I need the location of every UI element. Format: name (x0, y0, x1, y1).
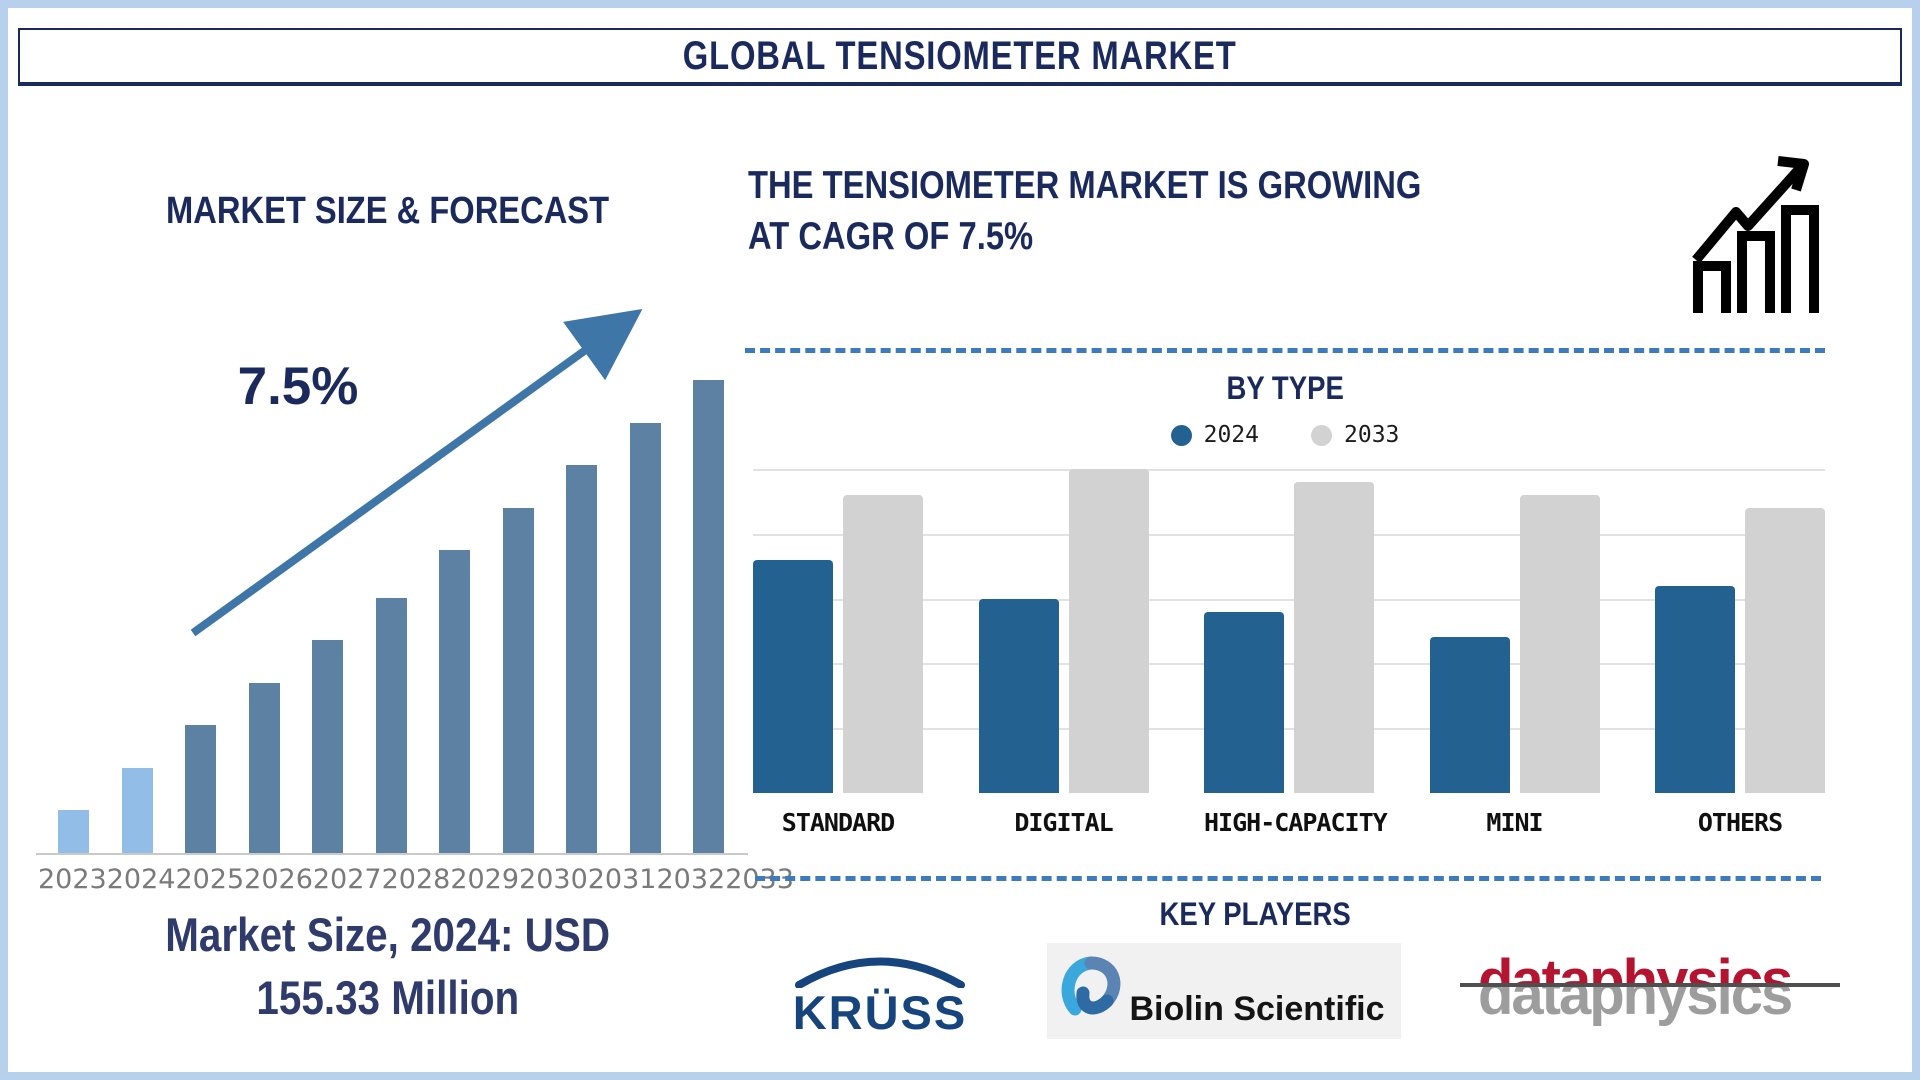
by-type-group-high-capacity (1204, 469, 1374, 793)
by-type-group-digital (978, 469, 1149, 793)
legend-dot-2024 (1170, 424, 1192, 446)
by-type-bar-2024-standard (753, 559, 833, 793)
cagr-annotation: 7.5% (237, 357, 359, 416)
page-title: GLOBAL TENSIOMETER MARKET (683, 33, 1237, 78)
by-type-legend: 2024 2033 (745, 422, 1825, 448)
forecast-bar-2032 (629, 422, 661, 853)
market-size-caption: Market Size, 2024: USD 155.33 Million (38, 903, 738, 1029)
forecast-axis-line (36, 853, 748, 855)
market-size-forecast-title: MARKET SIZE & FORECAST (166, 190, 610, 232)
by-type-bar-2024-mini (1429, 637, 1510, 793)
forecast-bar-2023 (58, 810, 89, 853)
by-type-bar-2033-digital (1068, 469, 1149, 793)
dataphysics-text-gray: dataphysics (1477, 961, 1792, 1027)
key-players-logos: KRÜSS Biolin Scientific dataphysics data… (790, 933, 1840, 1048)
gridline (753, 598, 1825, 601)
forecast-year-label-2031: 2031 (587, 864, 657, 895)
forecast-bar-2026 (248, 682, 280, 853)
forecast-year-labels: 2023 2024 2025 2026 2027 2028 2029 2030 2031 2032… (38, 864, 794, 895)
forecast-bar-2031 (566, 465, 597, 853)
gridline (753, 728, 1825, 731)
gridline (753, 533, 1825, 536)
forecast-bar-2024 (121, 767, 153, 853)
forecast-year-label-2025: 2025 (175, 864, 245, 895)
by-type-category-labels: STANDARD DIGITAL HIGH-CAPACITY MINI OTHERS (753, 808, 1825, 837)
forecast-year-label-2029: 2029 (450, 864, 520, 895)
by-type-bar-2024-digital (978, 598, 1059, 793)
legend-label-2024: 2024 (1203, 422, 1259, 448)
title-bar: GLOBAL TENSIOMETER MARKET (18, 28, 1902, 86)
by-type-group-others (1655, 469, 1825, 793)
by-type-bar-2033-others (1745, 507, 1825, 793)
forecast-bar-2027 (312, 640, 343, 853)
forecast-bar-2033 (693, 380, 724, 853)
legend-item-2033: 2033 (1311, 422, 1399, 448)
by-type-bar-2024-high-capacity (1204, 611, 1284, 793)
by-type-label-digital: DIGITAL (1014, 808, 1113, 837)
forecast-year-label-2032: 2032 (656, 864, 726, 895)
biolin-logo-text: Biolin Scientific (1129, 989, 1385, 1028)
forecast-bar-2028 (375, 597, 407, 853)
forecast-bar-2030 (502, 507, 534, 853)
by-type-label-high-capacity: HIGH-CAPACITY (1204, 808, 1388, 837)
legend-label-2033: 2033 (1344, 422, 1400, 448)
by-type-bar-2033-mini (1519, 494, 1600, 793)
dashed-divider-top (745, 348, 1825, 353)
trend-arrow-icon (190, 308, 643, 637)
gridline (753, 469, 1825, 471)
forecast-year-label-2030: 2030 (519, 864, 588, 895)
by-type-chart (753, 469, 1825, 793)
kruss-arc-icon (795, 957, 965, 988)
dataphysics-text-red: dataphysics (1477, 947, 1792, 1013)
dashed-divider-bottom (755, 876, 1821, 881)
forecast-year-label-2028: 2028 (381, 864, 451, 895)
by-type-title: BY TYPE (1226, 370, 1344, 406)
by-type-bar-groups (753, 469, 1825, 793)
heading-line-2: AT CAGR OF 7.5% (748, 215, 1034, 258)
forecast-bar-2029 (439, 550, 470, 853)
forecast-year-label-2026: 2026 (244, 864, 313, 895)
forecast-year-label-2023: 2023 (38, 864, 107, 895)
legend-item-2024: 2024 (1170, 422, 1259, 448)
key-players-title: KEY PLAYERS (1159, 896, 1351, 932)
by-type-label-standard: STANDARD (781, 808, 895, 837)
forecast-bar-2025 (185, 725, 216, 853)
biolin-ribbon-icon (1062, 956, 1121, 1015)
dataphysics-strike-line (1459, 982, 1840, 987)
growth-chart-icon (1692, 156, 1819, 313)
biolin-scientific-logo: Biolin Scientific (1047, 942, 1401, 1039)
legend-dot-2033 (1311, 424, 1332, 446)
caption-line-1: Market Size, 2024: USD (165, 908, 611, 961)
by-type-bar-2024-others (1655, 585, 1735, 793)
heading-line-1: THE TENSIOMETER MARKET IS GROWING (748, 164, 1422, 207)
market-growth-heading: THE TENSIOMETER MARKET IS GROWING AT CAG… (748, 160, 1708, 262)
forecast-bar-chart (58, 380, 724, 853)
by-type-bar-2033-high-capacity (1294, 481, 1374, 793)
forecast-year-label-2024: 2024 (106, 864, 176, 895)
by-type-bar-2033-standard (843, 494, 923, 793)
by-type-label-others: OTHERS (1697, 808, 1783, 837)
forecast-year-label-2027: 2027 (312, 864, 382, 895)
caption-line-2: 155.33 Million (256, 971, 520, 1024)
kruss-logo: KRÜSS (790, 944, 970, 1038)
gridline (753, 663, 1825, 666)
dataphysics-logo: dataphysics dataphysics (1459, 947, 1840, 1033)
kruss-logo-text: KRÜSS (792, 985, 968, 1039)
by-type-group-standard (753, 469, 923, 793)
by-type-group-mini (1429, 469, 1600, 793)
by-type-label-mini: MINI (1486, 808, 1543, 837)
